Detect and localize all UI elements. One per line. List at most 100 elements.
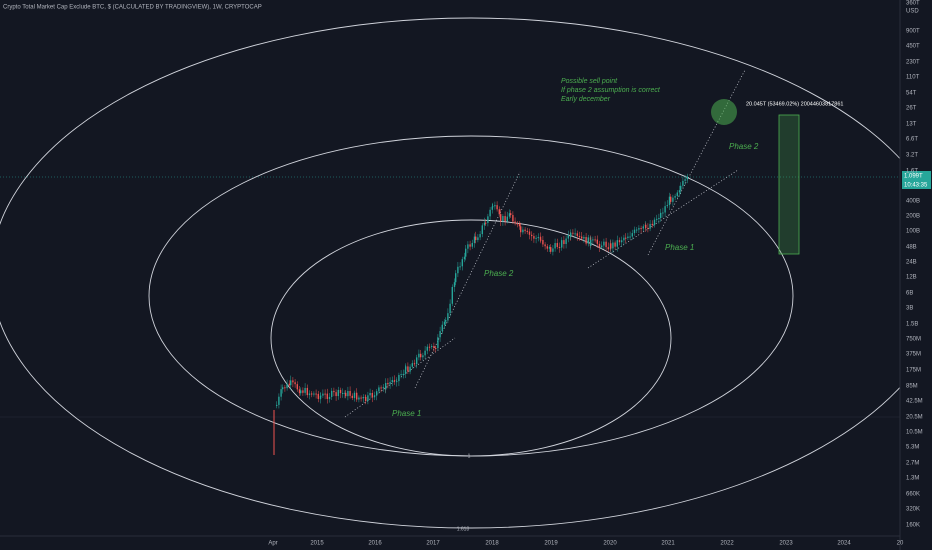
candle-body (485, 222, 487, 224)
candle-body (420, 353, 422, 358)
candle-body (282, 387, 284, 390)
sell-note: Possible sell point (561, 78, 618, 85)
candle-body (565, 238, 567, 245)
candle-body (461, 259, 463, 267)
fib-level: 1.618 (457, 526, 470, 532)
price-label: 900T (906, 29, 920, 35)
price-label: 2.7M (906, 461, 919, 467)
candle-body (656, 218, 658, 220)
candle-body (443, 321, 446, 325)
time-label: 2015 (310, 541, 324, 547)
candle-body (614, 242, 616, 247)
candle-body (567, 235, 569, 239)
price-label: 1.5B (906, 322, 918, 328)
price-label: 400B (906, 199, 920, 205)
candle-body (583, 237, 585, 239)
candle-body (522, 229, 524, 233)
price-label: 3B (906, 306, 913, 312)
candle-body (607, 247, 609, 250)
candle-body (393, 380, 396, 382)
candle-body (311, 393, 313, 395)
candle-body (385, 382, 387, 390)
candle-body (502, 216, 504, 222)
candle-body (481, 225, 483, 235)
candle-body (653, 219, 656, 226)
candle-body (365, 397, 367, 401)
candle-body (441, 324, 443, 332)
candle-body (625, 237, 627, 239)
candle-body (407, 366, 409, 372)
price-label: 450T (906, 44, 920, 50)
candle-body (570, 232, 572, 237)
candle-body (433, 346, 435, 349)
candle-body (638, 228, 640, 230)
candle-body (537, 237, 539, 239)
candle-body (585, 237, 587, 244)
candle-body (627, 236, 629, 239)
candle-body (500, 214, 502, 222)
candle-body (439, 331, 441, 338)
candle-body (587, 237, 589, 244)
candle-body (380, 387, 382, 389)
price-label: 42.5M (906, 399, 923, 405)
candle-body (402, 373, 404, 375)
sell-note: Early december (561, 96, 611, 103)
candles (276, 173, 688, 409)
candle-body (422, 355, 424, 358)
candle-body (465, 248, 467, 257)
candle-body (556, 243, 558, 247)
candle-body (326, 393, 328, 399)
candle-body (290, 380, 292, 386)
candle-body (642, 226, 644, 229)
candle-body (479, 234, 481, 238)
candle-body (531, 234, 533, 237)
price-label: 10.5M (906, 430, 923, 436)
candle-body (601, 245, 603, 248)
candle-body (471, 242, 473, 247)
candle-body (344, 392, 346, 394)
candle-body (351, 395, 353, 398)
time-label: 2017 (426, 541, 440, 547)
candle-body (506, 216, 508, 222)
candle-body (684, 179, 686, 181)
candle-body (510, 213, 512, 216)
candle-body (411, 363, 413, 367)
phase-label: Phase 2 (484, 269, 514, 278)
candle-body (463, 256, 466, 260)
candle-body (308, 393, 311, 396)
price-label: 660K (906, 492, 920, 498)
candle-body (678, 190, 681, 193)
candle-body (416, 357, 418, 365)
candle-body (367, 395, 369, 401)
price-label: 360T (906, 1, 920, 7)
candle-body (373, 395, 376, 398)
price-axis (900, 0, 932, 550)
candle-body (598, 243, 601, 248)
candle-body (328, 396, 331, 399)
candle-body (418, 353, 420, 358)
candle-body (292, 380, 294, 383)
candle-body (313, 393, 315, 395)
candle-body (542, 239, 544, 245)
candle-body (447, 313, 449, 320)
time-label: 2018 (485, 541, 499, 547)
time-label: 2016 (368, 541, 382, 547)
candle-body (302, 390, 304, 393)
price-label: 6.6T (906, 137, 918, 143)
candle-body (592, 239, 594, 241)
candle-body (605, 241, 607, 248)
candle-body (426, 346, 428, 351)
candle-body (621, 240, 623, 243)
measure-box (778, 114, 800, 255)
candle-body (636, 229, 638, 231)
candle-body (317, 393, 319, 399)
candle-body (535, 237, 537, 239)
price-label: 175M (906, 368, 921, 374)
candle-body (596, 239, 598, 244)
candle-body (640, 228, 642, 230)
candle-body (518, 223, 521, 227)
candle-body (335, 392, 337, 397)
price-label: 320K (906, 507, 920, 513)
